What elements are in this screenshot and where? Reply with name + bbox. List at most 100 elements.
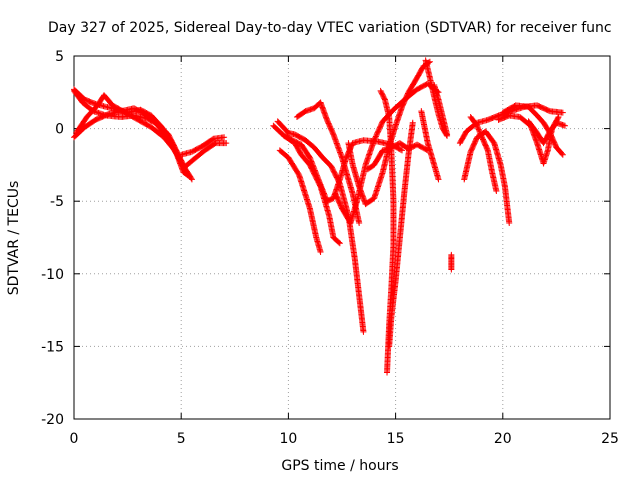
data-point xyxy=(444,131,451,138)
data-point xyxy=(306,154,313,161)
data-point xyxy=(173,148,180,155)
data-point xyxy=(378,122,385,129)
series-b3 xyxy=(276,147,324,256)
data-point xyxy=(317,249,324,256)
data-point xyxy=(171,145,178,152)
data-point xyxy=(329,130,336,137)
data-point xyxy=(397,146,404,153)
series-a4 xyxy=(71,86,185,165)
data-point xyxy=(384,369,391,376)
data-point xyxy=(335,239,342,246)
series-d5 xyxy=(499,102,566,158)
plot-frame xyxy=(73,55,611,420)
data-point xyxy=(374,129,381,136)
data-points xyxy=(71,57,568,376)
x-tick-label: 15 xyxy=(387,431,405,447)
data-point xyxy=(316,182,323,189)
x-tick-label: 0 xyxy=(70,431,79,447)
data-point xyxy=(176,155,183,162)
data-point xyxy=(336,240,343,247)
data-point xyxy=(307,155,314,162)
series-a3 xyxy=(73,92,191,179)
series-d6 xyxy=(525,118,568,147)
data-point xyxy=(554,115,561,122)
data-point xyxy=(378,120,385,127)
y-tick-label: -10 xyxy=(41,267,64,283)
data-point xyxy=(371,135,378,142)
chart-title: Day 327 of 2025, Sidereal Day-to-day VTE… xyxy=(48,20,612,36)
data-point xyxy=(484,146,491,153)
data-point xyxy=(559,109,566,116)
data-point xyxy=(381,95,388,102)
data-point xyxy=(375,128,382,135)
series-d3 xyxy=(467,113,500,195)
y-tick-label: -15 xyxy=(41,339,64,355)
data-point xyxy=(183,170,190,177)
data-point xyxy=(177,156,184,163)
data-point xyxy=(172,146,179,153)
data-point xyxy=(377,123,384,130)
data-point xyxy=(555,113,562,120)
data-point xyxy=(178,158,185,165)
x-tick-label: 10 xyxy=(279,431,297,447)
series-a6 xyxy=(182,140,230,170)
series-d2 xyxy=(461,128,513,226)
y-tick-label: 0 xyxy=(55,122,64,138)
series-b6 xyxy=(345,58,433,208)
data-point xyxy=(399,147,406,154)
axis-ticks: 0 5 10 15 20 25 -20 -15 -10 -5 0 5 xyxy=(41,49,619,447)
data-point xyxy=(372,134,379,141)
x-tick-label: 20 xyxy=(494,431,512,447)
data-point xyxy=(374,130,381,137)
data-point xyxy=(170,141,177,148)
data-point xyxy=(376,124,383,131)
data-point xyxy=(336,179,343,186)
data-point xyxy=(476,127,483,134)
series-c6 xyxy=(448,251,455,273)
data-point xyxy=(558,150,565,157)
data-point xyxy=(474,123,481,130)
data-point xyxy=(173,147,180,154)
data-point xyxy=(477,130,484,137)
series-c4 xyxy=(418,108,442,183)
series-c5 xyxy=(431,82,451,138)
data-point xyxy=(223,140,230,147)
x-tick-label: 25 xyxy=(601,431,619,447)
data-point xyxy=(376,125,383,132)
y-axis-label: SDTVAR / TECUs xyxy=(6,181,22,296)
series-b2 xyxy=(274,118,367,335)
series-b4 xyxy=(281,132,343,247)
data-point xyxy=(386,343,393,350)
data-point xyxy=(375,127,382,134)
series-d4 xyxy=(495,112,562,167)
data-point xyxy=(184,172,191,179)
data-point xyxy=(476,129,483,136)
data-point xyxy=(435,176,442,183)
data-point xyxy=(506,219,513,226)
data-point xyxy=(561,122,568,129)
data-point xyxy=(474,122,481,129)
y-tick-label: -5 xyxy=(50,194,64,210)
data-point xyxy=(307,157,314,164)
data-point xyxy=(559,151,566,158)
data-point xyxy=(174,150,181,157)
y-tick-label: -20 xyxy=(41,412,64,428)
data-point xyxy=(371,137,378,144)
series-a5 xyxy=(178,134,228,158)
data-point xyxy=(170,142,177,149)
data-point xyxy=(175,152,182,159)
data-point xyxy=(448,266,455,273)
data-point xyxy=(177,157,184,164)
series-c2 xyxy=(386,119,416,350)
x-axis-label: GPS time / hours xyxy=(281,458,398,474)
data-point xyxy=(221,134,228,141)
data-point xyxy=(169,140,176,147)
y-tick-label: 5 xyxy=(55,49,64,65)
data-point xyxy=(475,125,482,132)
data-point xyxy=(356,219,363,226)
data-point xyxy=(373,132,380,139)
data-point xyxy=(493,188,500,195)
data-point xyxy=(372,133,379,140)
x-tick-label: 5 xyxy=(177,431,186,447)
